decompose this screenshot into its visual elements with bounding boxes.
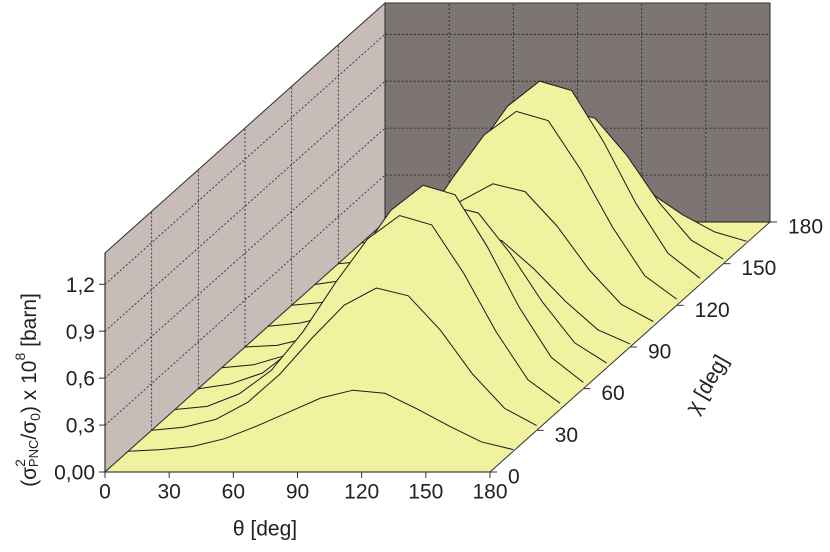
surface-fill (128, 390, 514, 452)
z-axis-label: (σ2PNC/σ0) x 108 [barn] (12, 293, 43, 487)
z-label-part: (σ (18, 467, 41, 487)
surface-curve (174, 214, 561, 410)
surface-curve (198, 184, 584, 390)
z-label-part: ) x 10 (18, 361, 41, 414)
z-tick-label: 0,00 (54, 462, 95, 485)
y-tick-label: 150 (741, 257, 776, 280)
x-tick-label: 120 (344, 481, 379, 504)
x-axis-label: θ [deg] (233, 518, 297, 541)
z-tick-label: 1,2 (66, 274, 95, 297)
y-tick-label: 90 (648, 341, 671, 364)
z-label-part: PNC (26, 440, 41, 467)
z-tick-label: 0,9 (66, 321, 95, 344)
y-tick-label: 60 (601, 382, 624, 405)
z-label-part: /σ (18, 421, 41, 440)
z-label-part: [barn] (18, 293, 41, 353)
x-tick-label: 60 (222, 481, 245, 504)
x-tick-label: 30 (157, 481, 180, 504)
z-tick-label: 0,3 (66, 415, 95, 438)
surface-curve (151, 287, 537, 431)
y-tick-label: 120 (695, 299, 730, 322)
z-tick-label: 0,6 (66, 368, 95, 391)
x-tick-label: 90 (286, 481, 309, 504)
surface-curve (128, 389, 514, 452)
surface-fill (151, 288, 537, 431)
x-tick-label: 0 (99, 481, 111, 504)
y-tick-label: 30 (555, 424, 578, 447)
grid-line (104, 174, 770, 426)
x-tick-label: 180 (472, 481, 507, 504)
y-tick-label: 180 (788, 216, 823, 239)
grid-line (104, 33, 770, 285)
z-label-part: 2 (12, 459, 28, 467)
z-label-part: 0 (27, 413, 43, 421)
x-tick-label: 150 (408, 481, 443, 504)
y-axis-label: χ [deg] (681, 351, 733, 418)
plot (99, 1, 777, 478)
y-tick-label: 0 (508, 466, 520, 489)
z-label-part: 8 (12, 353, 28, 361)
